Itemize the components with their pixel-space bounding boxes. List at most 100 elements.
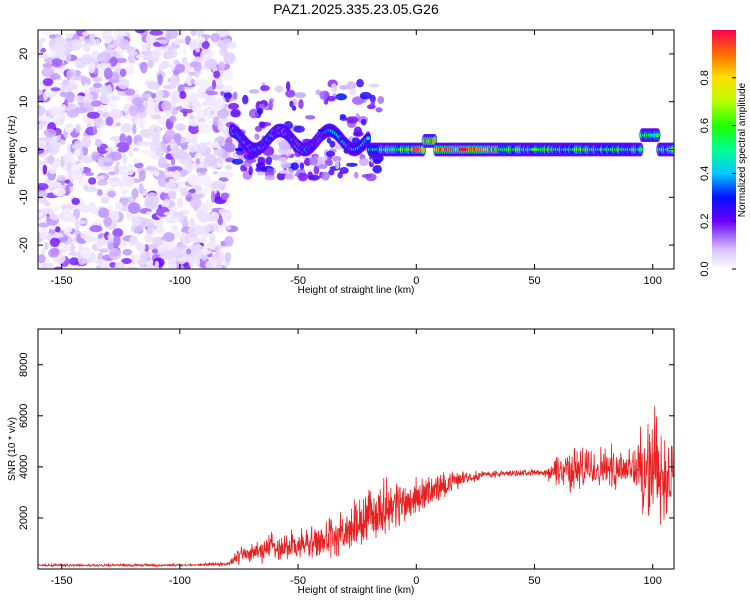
heatmap-x-tick-label: -100: [169, 275, 191, 287]
heatmap-cell: [72, 143, 83, 150]
heatmap-cell: [197, 172, 202, 178]
heatmap-cell: [65, 37, 73, 43]
heatmap-cell: [62, 79, 69, 86]
heatmap-cell: [152, 236, 163, 248]
snr-y-label: SNR (10 * v/v): [7, 417, 18, 481]
heatmap-cell: [420, 147, 426, 152]
heatmap-cell: [221, 193, 229, 201]
heatmap-cell: [319, 90, 330, 101]
heatmap-cell: [323, 99, 329, 105]
heatmap-cell: [188, 177, 198, 186]
colorbar-label: Normalized spectral amplitude: [737, 82, 748, 217]
heatmap-cell: [77, 162, 84, 174]
heatmap-cell: [196, 167, 208, 173]
heatmap-cell: [353, 126, 363, 137]
heatmap-cell: [190, 134, 199, 145]
heatmap-cell: [198, 213, 211, 223]
heatmap-cell: [104, 37, 112, 45]
heatmap-cell: [119, 133, 127, 144]
heatmap-cell: [42, 164, 48, 175]
heatmap-cell: [81, 137, 92, 148]
chart-title: PAZ1.2025.335.23.05.G26: [273, 1, 439, 17]
heatmap-cell: [70, 79, 76, 86]
heatmap-cell: [213, 70, 221, 79]
heatmap-point: [317, 128, 326, 133]
heatmap-cell: [136, 258, 150, 266]
heatmap-cell: [193, 143, 207, 154]
heatmap-cell: [160, 101, 172, 112]
snr-x-tick-label: -50: [290, 575, 306, 587]
snr-y-tick-label: 2000: [18, 506, 30, 530]
heatmap-cell: [132, 147, 139, 152]
colorbar-ticks: 0.0 0.2 0.4 0.6 0.8: [699, 70, 736, 277]
heatmap-cell: [114, 261, 125, 269]
heatmap-cell: [131, 188, 139, 199]
heatmap-cell: [190, 197, 202, 209]
heatmap-cell: [113, 234, 121, 247]
heatmap-x-ticks: -150 -100 -50 0 50 100: [51, 30, 662, 287]
heatmap-cell: [103, 216, 112, 227]
heatmap-cell: [224, 251, 232, 262]
heatmap-cell: [198, 118, 206, 123]
heatmap-cell: [195, 184, 202, 192]
heatmap-cell: [40, 196, 47, 204]
colorbar-tick-label: 0.6: [699, 118, 711, 133]
heatmap-cell: [248, 108, 260, 119]
heatmap-cell: [360, 118, 367, 126]
heatmap-cell: [65, 32, 74, 38]
heatmap-x-tick-label: -150: [51, 275, 73, 287]
heatmap-cell: [307, 171, 313, 180]
heatmap-cell: [38, 183, 49, 191]
heatmap-cell: [82, 95, 90, 101]
heatmap-cell: [224, 225, 232, 231]
heatmap-cell: [70, 242, 75, 255]
heatmap-cell: [62, 245, 71, 252]
heatmap-cell: [218, 61, 225, 72]
heatmap-cell: [195, 36, 206, 44]
heatmap-cell: [42, 78, 54, 87]
heatmap-cell: [145, 211, 152, 217]
heatmap-cell: [63, 152, 74, 164]
heatmap-cell: [53, 205, 60, 212]
heatmap-cell: [285, 89, 296, 98]
heatmap-cell: [173, 38, 181, 46]
heatmap-cell: [38, 190, 48, 199]
heatmap-cell: [48, 146, 53, 153]
heatmap-cell: [167, 190, 177, 200]
heatmap-cell: [50, 73, 61, 80]
heatmap-point: [648, 133, 657, 137]
heatmap-cell: [62, 208, 72, 219]
heatmap-cell: [94, 219, 101, 227]
heatmap-cell: [232, 91, 238, 100]
heatmap-cell: [145, 34, 154, 44]
heatmap-cell: [109, 101, 118, 111]
heatmap-cell: [107, 190, 116, 198]
heatmap-cell: [139, 61, 148, 74]
heatmap-cell: [85, 247, 92, 257]
heatmap-cell: [284, 173, 293, 180]
heatmap-cell: [179, 243, 187, 250]
heatmap-cell: [108, 151, 123, 161]
heatmap-cell: [139, 149, 154, 155]
heatmap-cell: [290, 162, 299, 171]
heatmap-cell: [222, 38, 232, 44]
heatmap-cell: [185, 160, 193, 173]
heatmap-cell: [125, 176, 135, 187]
heatmap-cell: [368, 83, 380, 88]
heatmap-cell: [138, 183, 144, 194]
heatmap-cell: [97, 156, 104, 168]
heatmap-cell: [655, 133, 660, 138]
heatmap-cell: [132, 123, 137, 135]
snr-x-tick-label: -150: [51, 575, 73, 587]
heatmap-cell: [199, 175, 213, 186]
heatmap-cell: [96, 175, 105, 180]
heatmap-cell: [109, 109, 124, 120]
heatmap-cell: [88, 201, 97, 212]
heatmap-cell: [223, 130, 228, 140]
heatmap-cell: [164, 129, 177, 142]
snr-x-ticks: -150 -100 -50 0 50 100: [51, 329, 662, 587]
heatmap-cell: [117, 78, 130, 90]
heatmap-cell: [100, 196, 110, 204]
heatmap-cell: [174, 63, 186, 74]
heatmap-cell: [175, 123, 186, 131]
